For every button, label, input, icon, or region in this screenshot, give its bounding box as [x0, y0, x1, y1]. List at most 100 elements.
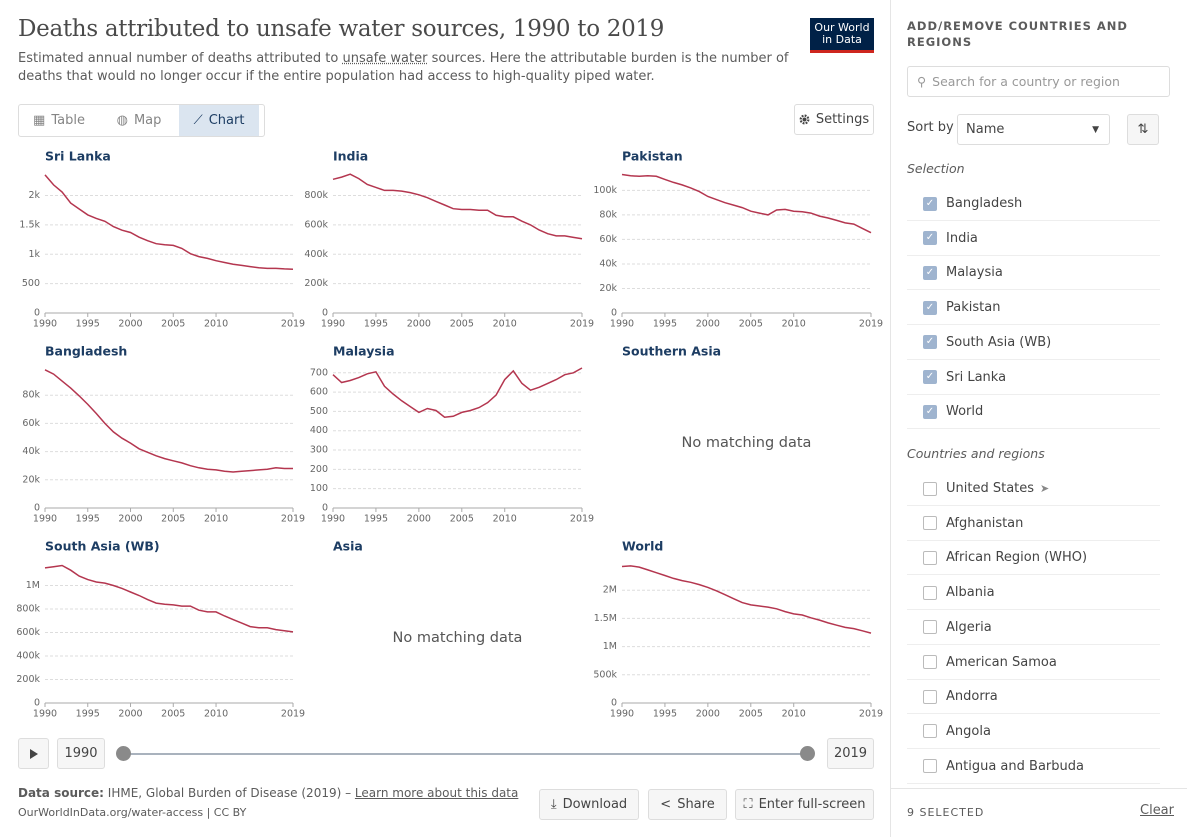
entity-row[interactable]: ✓ Bangladesh: [907, 187, 1160, 221]
entity-row[interactable]: United States ➤: [907, 472, 1160, 506]
sort-order-button[interactable]: ⇅: [1127, 114, 1159, 145]
entity-name: Sri Lanka: [946, 369, 1007, 385]
entity-row[interactable]: Andorra: [907, 680, 1160, 715]
checkbox[interactable]: [923, 550, 937, 565]
url: OurWorldInData.org/water-access | CC BY: [18, 806, 247, 819]
checkbox[interactable]: [923, 620, 937, 635]
x-tick-label: 2000: [696, 709, 720, 720]
no-data-message: No matching data: [393, 630, 523, 646]
checkbox[interactable]: [923, 655, 937, 669]
checkbox[interactable]: [923, 724, 937, 739]
x-tick-label: 2019: [281, 709, 305, 720]
tab[interactable]: ◍ Map: [99, 105, 179, 136]
clear-button[interactable]: Clear: [1140, 803, 1174, 818]
search-box[interactable]: ⚲ Search for a country or region: [907, 66, 1170, 97]
checkbox[interactable]: [923, 759, 937, 774]
checkbox[interactable]: ✓: [923, 370, 937, 384]
y-tick-label: 600: [310, 387, 328, 398]
checkbox[interactable]: [923, 481, 937, 496]
x-tick-label: 2019: [859, 319, 883, 330]
download-button[interactable]: ⤓ Download: [539, 789, 639, 820]
timeline-track: [123, 753, 808, 755]
entity-row[interactable]: ✓ World: [907, 395, 1160, 430]
x-tick-label: 2000: [407, 319, 431, 330]
entity-name: India: [946, 230, 978, 246]
checkbox[interactable]: ✓: [923, 265, 937, 280]
x-tick-label: 1990: [610, 709, 634, 720]
checkbox[interactable]: [923, 689, 937, 704]
entity-row[interactable]: Algeria: [907, 611, 1160, 645]
logo-line: in Data: [822, 33, 862, 46]
checkbox[interactable]: [923, 516, 937, 531]
y-tick-label: 500k: [593, 669, 617, 680]
x-tick-label: 2010: [493, 514, 517, 525]
entity-name: World: [946, 404, 984, 420]
y-tick-label: 200: [310, 464, 328, 475]
entity-row[interactable]: ✓ India: [907, 222, 1160, 256]
entity-row[interactable]: ✓ Malaysia: [907, 256, 1160, 291]
x-tick-label: 2019: [570, 319, 594, 330]
fullscreen-button[interactable]: ⛶ Enter full-screen: [735, 789, 874, 820]
checkbox[interactable]: ✓: [923, 231, 937, 246]
x-tick-label: 2000: [407, 514, 431, 525]
entity-row[interactable]: African Region (WHO): [907, 541, 1160, 576]
entity-row[interactable]: Afghanistan: [907, 507, 1160, 541]
sort-label: Sort by: [907, 120, 954, 135]
checkmark: ✓: [925, 232, 935, 244]
start-year[interactable]: 1990: [57, 738, 105, 769]
data-line: [621, 173, 872, 234]
entity-row[interactable]: American Samoa: [907, 646, 1160, 680]
settings-button[interactable]: Settings: [794, 104, 874, 135]
entity-row[interactable]: Albania: [907, 576, 1160, 611]
entity-row[interactable]: ✓ South Asia (WB): [907, 326, 1160, 360]
tab-icon: ▦: [33, 113, 46, 128]
entity-row[interactable]: ✓ Sri Lanka: [907, 361, 1160, 395]
y-tick-label: 200k: [304, 278, 328, 289]
checkbox[interactable]: ✓: [923, 335, 937, 350]
checkbox[interactable]: ✓: [923, 196, 937, 211]
sort-value: Name: [966, 122, 1005, 137]
entity-row[interactable]: Angola: [907, 715, 1160, 749]
icon: <: [660, 797, 672, 812]
divider: [891, 788, 1187, 789]
y-tick-label: 1.5k: [19, 219, 40, 230]
y-tick-label: 0: [34, 503, 40, 514]
y-tick-label: 0: [322, 503, 328, 514]
x-tick-label: 2010: [204, 709, 228, 720]
y-tick-label: 80k: [599, 209, 617, 220]
learn-more[interactable]: Learn more about this data: [354, 786, 519, 800]
sort-select[interactable]: Name ▼: [957, 114, 1110, 145]
subtitle-link[interactable]: unsafe water: [342, 51, 428, 66]
checkbox[interactable]: ✓: [923, 404, 937, 419]
subtitle-text: sources. Here the attributable burden is…: [18, 51, 789, 84]
icon: ⤓: [550, 797, 557, 812]
x-tick-label: 2000: [696, 319, 720, 330]
checkmark: ✓: [925, 197, 935, 209]
data-line: [621, 565, 872, 634]
panel-title: India: [333, 149, 368, 164]
timeline-handle[interactable]: [800, 746, 815, 761]
entity-row[interactable]: Antigua and Barbuda: [907, 750, 1160, 784]
y-tick-label: 40k: [599, 258, 617, 269]
logo[interactable]: Our World in Data: [810, 18, 874, 53]
checkbox[interactable]: ✓: [923, 300, 937, 315]
tab[interactable]: ▦ Table: [19, 105, 99, 136]
search-placeholder: Search for a country or region: [932, 74, 1120, 89]
x-tick-label: 1995: [364, 514, 388, 525]
entity-row[interactable]: ✓ Pakistan: [907, 291, 1160, 326]
checkbox[interactable]: [923, 585, 937, 600]
entity-name: Andorra: [946, 689, 998, 705]
x-tick-label: 2005: [161, 514, 185, 525]
end-year[interactable]: 2019: [827, 738, 874, 769]
x-tick-label: 2005: [450, 514, 474, 525]
y-tick-label: 100k: [593, 185, 617, 196]
x-tick-label: 1990: [321, 319, 345, 330]
play-button[interactable]: [18, 738, 49, 769]
timeline-handle[interactable]: [116, 746, 131, 761]
icon: ⛶: [743, 797, 753, 812]
source-text: IHME, Global Burden of Disease (2019) –: [103, 786, 355, 800]
tab[interactable]: ⟋ Chart: [179, 105, 259, 136]
x-tick-label: 2019: [570, 514, 594, 525]
share-button[interactable]: < Share: [648, 789, 727, 820]
